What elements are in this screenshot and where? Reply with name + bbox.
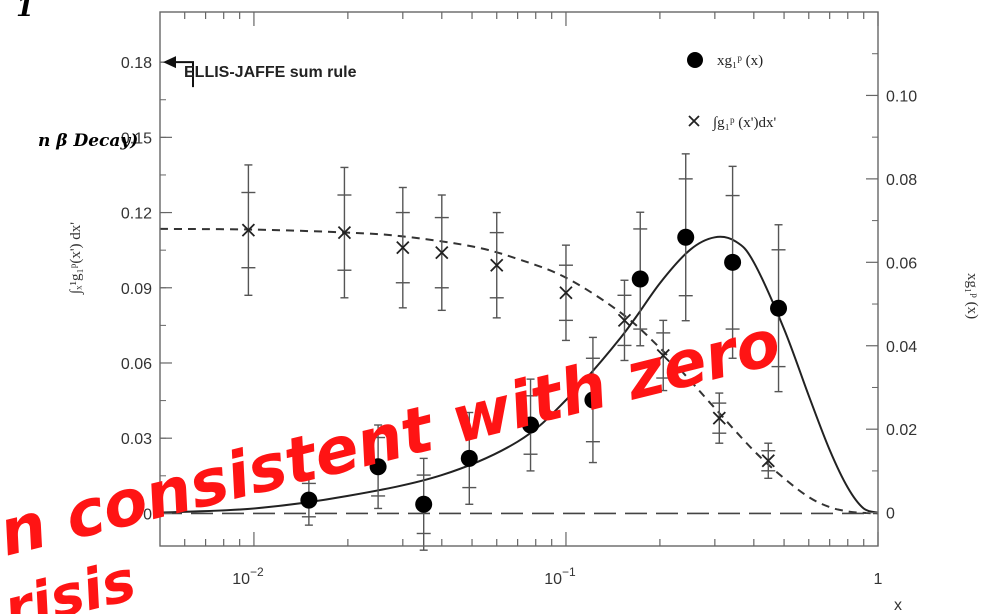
handwritten-note: n β Decay)	[38, 131, 138, 151]
integral-point-8	[712, 392, 727, 444]
x-axis-label: x	[894, 597, 902, 614]
overlay-text-line1: n consistent with zero	[0, 306, 788, 572]
cross-marker	[435, 246, 449, 260]
dashed-fit-curve-layer	[159, 227, 879, 515]
right-tick-label-2: 0.04	[886, 339, 917, 356]
legend-cross-marker	[688, 115, 700, 127]
cross-marker	[761, 454, 775, 468]
arrow-line	[170, 61, 194, 88]
integral-point-5	[558, 244, 573, 342]
left-tick-label-1: 0.03	[121, 431, 152, 448]
integral-point-7	[656, 319, 671, 392]
circle-marker	[677, 228, 695, 246]
x-tick-label-2: 1	[874, 571, 883, 588]
xg1p-point-6	[631, 211, 649, 347]
cross-marker	[559, 286, 573, 300]
legend-circle-marker	[687, 52, 703, 68]
right-tick-label-5: 0.10	[886, 88, 917, 105]
xg1p-point-5	[584, 336, 602, 464]
integral-point-3	[434, 194, 449, 312]
circle-marker	[724, 253, 742, 271]
circle-marker	[415, 495, 433, 513]
legend: xg₁ᵖ (x) ∫g₁ᵖ (x')dx'	[687, 52, 776, 131]
xg1p-point-9	[770, 224, 788, 393]
axes-layer: 10−2 10−1 1x 0 0.03 0.06 0.09 0.12 0.15 0.18 ∫ₓ¹g₁…	[68, 11, 980, 614]
integral-point-2	[395, 186, 410, 309]
circle-marker	[770, 299, 788, 317]
xg1p-point-2	[415, 457, 433, 551]
solid-fit-curve	[159, 235, 879, 514]
cross-marker	[617, 313, 632, 328]
legend-label-xg1p: xg₁ᵖ (x)	[717, 53, 763, 69]
x-tick-label-1: 10−1	[544, 565, 576, 588]
legend-label-integral: ∫g₁ᵖ (x')dx'	[712, 115, 776, 131]
integral-point-9	[761, 442, 776, 480]
integral-point-1	[337, 166, 352, 299]
circle-marker	[300, 491, 318, 509]
ellis-jaffe-label: ELLIS-JAFFE sum rule	[184, 64, 357, 81]
annotation-layer: ELLIS-JAFFE sum rule 1 n β Decay)	[16, 0, 357, 151]
cross-marker	[656, 348, 670, 363]
xg1p-point-7	[677, 153, 695, 322]
right-axis-label: xg₁ᵖ (x)	[964, 273, 980, 319]
right-tick-label-4: 0.08	[886, 172, 917, 189]
plot-frame	[159, 11, 879, 547]
circle-marker	[631, 270, 649, 288]
dashed-fit-curve	[159, 227, 879, 515]
circle-marker	[584, 391, 602, 409]
cross-marker	[337, 225, 352, 240]
handwritten-digit: 1	[16, 0, 34, 23]
data-points-layer	[241, 153, 788, 551]
xg1p-point-1	[369, 424, 387, 510]
cross-marker	[712, 411, 726, 425]
cross-marker	[241, 223, 256, 237]
right-tick-label-3: 0.06	[886, 255, 917, 272]
circle-marker	[460, 449, 478, 467]
left-tick-label-0: 0	[143, 506, 152, 523]
circle-marker	[522, 416, 540, 434]
xg1p-point-8	[724, 165, 742, 359]
solid-fit-curve-layer	[159, 235, 879, 514]
integral-point-4	[489, 211, 504, 319]
right-tick-label-0: 0	[886, 506, 895, 523]
integral-point-0	[241, 164, 256, 296]
integral-point-6	[617, 279, 632, 362]
arrow-head	[163, 56, 176, 69]
left-tick-label-6: 0.18	[121, 55, 152, 72]
x-tick-label-0: 10−2	[232, 565, 264, 588]
left-axis-label: ∫ₓ¹g₁ᵖ(x') dx'	[68, 222, 84, 295]
circle-marker	[369, 458, 387, 476]
left-tick-label-2: 0.06	[121, 356, 152, 373]
left-tick-label-4: 0.12	[121, 206, 152, 223]
left-tick-label-3: 0.09	[121, 281, 152, 298]
cross-marker	[396, 241, 410, 255]
xg1p-point-3	[460, 411, 478, 505]
xg1p-point-0	[300, 474, 318, 526]
cross-marker	[490, 258, 504, 272]
right-tick-label-1: 0.02	[886, 422, 917, 439]
xg1p-point-4	[522, 378, 540, 472]
left-tick-label-5: 0.15	[121, 130, 152, 147]
